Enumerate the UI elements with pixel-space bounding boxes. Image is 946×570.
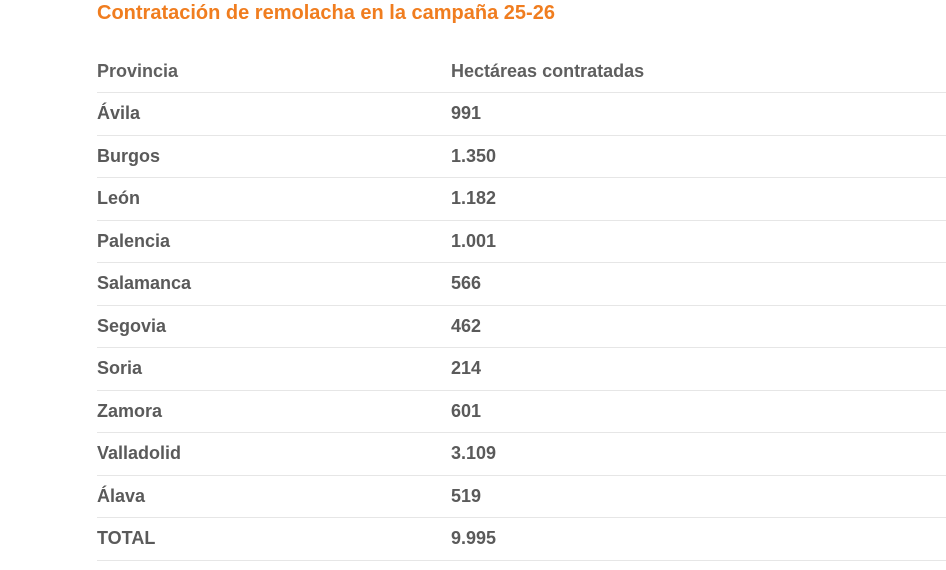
cell-hectareas: 519: [451, 475, 946, 518]
column-header-hectareas: Hectáreas contratadas: [451, 51, 946, 93]
table-row: Zamora 601: [97, 390, 946, 433]
cell-hectareas: 601: [451, 390, 946, 433]
data-table-container: Provincia Hectáreas contratadas Ávila 99…: [97, 51, 946, 561]
cell-provincia: Salamanca: [97, 262, 451, 306]
cell-provincia: Valladolid: [97, 432, 451, 476]
cell-hectareas: 3.109: [451, 432, 946, 476]
cell-provincia: Segovia: [97, 305, 451, 348]
cell-hectareas: 1.350: [451, 135, 946, 178]
table-total-row: TOTAL 9.995: [97, 517, 946, 561]
table-row: León 1.182: [97, 177, 946, 221]
table-row: Ávila 991: [97, 92, 946, 136]
cell-provincia: Álava: [97, 475, 451, 518]
column-header-provincia: Provincia: [97, 51, 451, 93]
data-table: Provincia Hectáreas contratadas Ávila 99…: [97, 51, 946, 561]
cell-provincia: Burgos: [97, 135, 451, 178]
table-row: Burgos 1.350: [97, 135, 946, 178]
table-row: Salamanca 566: [97, 262, 946, 306]
table-row: Palencia 1.001: [97, 220, 946, 263]
cell-hectareas-total: 9.995: [451, 517, 946, 561]
cell-hectareas: 1.182: [451, 177, 946, 221]
cell-provincia: León: [97, 177, 451, 221]
cell-provincia: Zamora: [97, 390, 451, 433]
cell-hectareas: 566: [451, 262, 946, 306]
cell-hectareas: 991: [451, 92, 946, 136]
cell-provincia: Palencia: [97, 220, 451, 263]
page-title: Contratación de remolacha en la campaña …: [97, 2, 555, 24]
cell-hectareas: 1.001: [451, 220, 946, 263]
cell-provincia-total: TOTAL: [97, 517, 451, 561]
cell-hectareas: 462: [451, 305, 946, 348]
cell-provincia: Soria: [97, 347, 451, 391]
table-row: Valladolid 3.109: [97, 432, 946, 476]
table-header-row: Provincia Hectáreas contratadas: [97, 51, 946, 93]
cell-hectareas: 214: [451, 347, 946, 391]
table-row: Soria 214: [97, 347, 946, 391]
cell-provincia: Ávila: [97, 92, 451, 136]
table-row: Segovia 462: [97, 305, 946, 348]
table-row: Álava 519: [97, 475, 946, 518]
